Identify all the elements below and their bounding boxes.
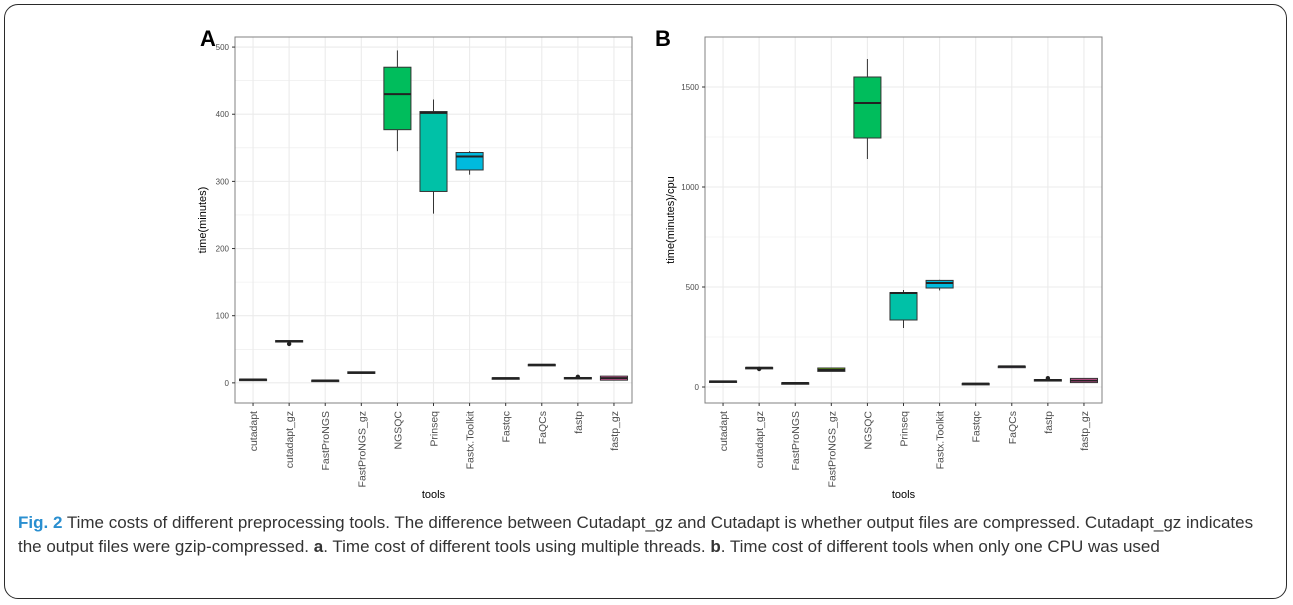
outlier-point — [1045, 376, 1051, 381]
figure-frame — [4, 4, 1287, 599]
box-cutadapt_gz — [275, 340, 304, 347]
box-body — [455, 152, 484, 171]
x-tick-label: fastp — [573, 411, 585, 434]
x-tick-label: NGSQC — [862, 411, 874, 450]
box-fastp — [1033, 376, 1062, 382]
panel-b-chart: 0 500 1000 1500 cutadapt cutadapt_gz FastProNG… — [655, 26, 1103, 501]
x-tick-label: Prinseq — [899, 411, 911, 447]
box-Fastx.Toolkit — [925, 279, 954, 291]
outlier-point — [575, 374, 581, 380]
box-FastProNGS — [311, 379, 340, 383]
caption-ref-b: b — [710, 537, 721, 556]
box-cutadapt — [709, 380, 738, 383]
y-axis-title: time(minutes) — [197, 187, 209, 254]
panel-a-label: A — [200, 26, 216, 51]
x-tick-label: cutadapt_gz — [754, 411, 766, 468]
box-Fastx.Toolkit — [455, 151, 484, 175]
caption-text-2: . Time cost of different tools using mul… — [323, 537, 711, 556]
box-NGSQC — [383, 50, 412, 152]
y-tick-label: 1000 — [681, 183, 699, 192]
x-tick-label: FaQCs — [537, 411, 549, 444]
x-tick-label: cutadapt — [248, 411, 260, 451]
x-tick-label: fastp_gz — [609, 411, 621, 451]
caption-text-3: . Time cost of different tools when only… — [720, 537, 1160, 556]
caption-text-1: Time costs of different preprocessing to… — [18, 513, 1254, 556]
x-tick-label: fastp — [1043, 411, 1055, 434]
x-axis-title: tools — [422, 489, 446, 501]
box-fastp — [563, 374, 592, 380]
box-FastProNGS — [781, 382, 810, 385]
x-tick-label: fastp_gz — [1079, 411, 1091, 451]
x-tick-label: Fastqc — [501, 411, 513, 443]
box-Prinseq — [889, 290, 918, 328]
box-body — [925, 279, 954, 289]
y-axis-title: time(minutes)/cpu — [665, 176, 677, 263]
box-body — [419, 111, 448, 192]
box-FaQCs — [997, 365, 1026, 369]
y-tick-label: 0 — [695, 383, 700, 392]
caption-figure-label: Fig. 2 — [18, 513, 63, 532]
x-axis-title: tools — [892, 489, 916, 501]
box-FaQCs — [527, 363, 556, 367]
x-tick-label: Prinseq — [429, 411, 441, 447]
x-tick-label: cutadapt — [718, 411, 730, 451]
x-tick-label: FastProNGS_gz — [356, 411, 368, 487]
y-tick-label: 1500 — [681, 83, 699, 92]
box-FastProNGS_gz — [347, 371, 376, 374]
outlier-point — [286, 341, 292, 347]
y-tick-label: 400 — [216, 110, 230, 119]
box-cutadapt_gz — [745, 366, 774, 372]
box-Prinseq — [419, 99, 448, 214]
box-body — [853, 76, 882, 139]
box-FastProNGS_gz — [817, 367, 846, 372]
y-tick-label: 300 — [216, 177, 230, 186]
box-fastp_gz — [1069, 377, 1098, 384]
x-tick-label: Fastx.Toolkit — [935, 411, 947, 469]
x-tick-label: FaQCs — [1007, 411, 1019, 444]
box-fastp_gz — [599, 375, 628, 381]
x-tick-label: Fastx.Toolkit — [465, 411, 477, 469]
box-cutadapt — [239, 378, 268, 382]
panel-b-label: B — [655, 26, 671, 51]
outlier-point — [756, 366, 762, 372]
box-NGSQC — [853, 59, 882, 159]
y-tick-label: 200 — [216, 245, 230, 254]
box-Fastqc — [961, 382, 990, 386]
y-tick-label: 500 — [216, 43, 230, 52]
x-tick-label: Fastqc — [971, 411, 983, 443]
y-tick-label: 500 — [686, 283, 700, 292]
box-body — [889, 292, 918, 321]
y-tick-label: 0 — [225, 379, 230, 388]
x-tick-label: cutadapt_gz — [284, 411, 296, 468]
figure-caption: Fig. 2 Time costs of different preproces… — [18, 511, 1278, 559]
box-Fastqc — [491, 377, 520, 380]
x-tick-label: FastProNGS — [320, 411, 332, 471]
box-body — [383, 66, 412, 131]
figure-canvas: 0 100 200 300 400 500 cutadapt cutadapt_gz FastP… — [197, 26, 1103, 501]
x-tick-label: FastProNGS — [790, 411, 802, 471]
caption-ref-a: a — [313, 537, 324, 556]
x-tick-label: FastProNGS_gz — [826, 411, 838, 487]
y-tick-label: 100 — [216, 312, 230, 321]
x-tick-label: NGSQC — [392, 411, 404, 450]
panel-a-chart: 0 100 200 300 400 500 cutadapt cutadapt_gz FastP… — [197, 26, 633, 501]
